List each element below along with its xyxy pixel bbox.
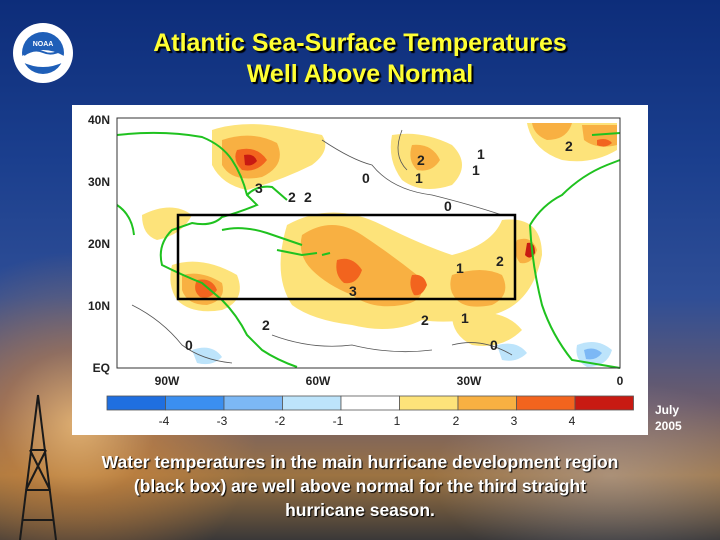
coastlines	[116, 131, 621, 369]
latitude-labels: 40N 30N 20N 10N EQ	[88, 113, 110, 375]
contour-label: 0	[362, 170, 370, 186]
date-year: 2005	[655, 419, 682, 433]
colorbar-swatch	[282, 395, 342, 411]
date-month: July	[655, 403, 680, 417]
colorbar-tick-label: -3	[217, 414, 228, 428]
contour-label: 2	[304, 189, 312, 205]
colorbar-swatch	[340, 395, 400, 411]
colorbar-swatch	[457, 395, 517, 411]
colorbar-swatch	[223, 395, 283, 411]
longitude-labels: 90W 60W 30W 0	[155, 374, 624, 388]
contour-label: 3	[349, 283, 357, 299]
colorbar-swatch	[574, 395, 634, 411]
contour-label: 1	[477, 146, 485, 162]
colorbar-tick-label: 3	[511, 414, 518, 428]
lat-label: 20N	[88, 237, 110, 251]
caption-line-2: (black box) are well above normal for th…	[133, 476, 587, 496]
contour-label: 3	[255, 180, 263, 196]
lon-label: 90W	[155, 374, 180, 388]
sst-anomaly-map: 2 1 0 3 2 2 2 1 0 1 2 3 2 1 0 2 1 0 40N …	[72, 105, 648, 435]
contour-label: 0	[444, 198, 452, 214]
contour-label: 0	[185, 337, 193, 353]
contour-label: 2	[565, 138, 573, 154]
colorbar: -4 -3 -2 -1 1 2 3 4	[106, 395, 634, 428]
colorbar-tick-label: -1	[333, 414, 344, 428]
lon-label: 0	[617, 374, 624, 388]
contour-label: 0	[490, 337, 498, 353]
map-frame	[116, 117, 621, 369]
contour-label: 2	[417, 152, 425, 168]
map-svg: 2 1 0 3 2 2 2 1 0 1 2 3 2 1 0 2 1 0 40N …	[88, 113, 634, 428]
anomaly-fill-blue	[192, 341, 612, 367]
colorbar-swatch	[106, 395, 166, 411]
colorbar-tick-label: 1	[394, 414, 401, 428]
lat-label: 10N	[88, 299, 110, 313]
colorbar-tick-label: -4	[159, 414, 170, 428]
title-line-1: Atlantic Sea-Surface Temperatures	[153, 29, 567, 57]
slide-caption: Water temperatures in the main hurricane…	[40, 450, 680, 522]
contour-labels: 2 1 0 3 2 2 2 1 0 1 2 3 2 1 0 2 1 0	[185, 138, 573, 353]
slide-title: Atlantic Sea-Surface Temperatures Well A…	[80, 28, 640, 90]
contour-label: 1	[415, 170, 423, 186]
svg-text:NOAA: NOAA	[33, 41, 54, 48]
contour-label: 1	[472, 162, 480, 178]
noaa-logo: NOAA	[13, 23, 73, 83]
contour-label: 2	[288, 189, 296, 205]
lat-label: EQ	[93, 361, 110, 375]
lon-label: 60W	[306, 374, 331, 388]
colorbar-tick-labels: -4 -3 -2 -1 1 2 3 4	[159, 414, 576, 428]
colorbar-tick-label: -2	[275, 414, 286, 428]
contour-label: 2	[421, 312, 429, 328]
lon-label: 30W	[457, 374, 482, 388]
caption-line-3: hurricane season.	[285, 500, 435, 520]
contour-label: 2	[496, 253, 504, 269]
lat-label: 40N	[88, 113, 110, 127]
contour-label: 2	[262, 317, 270, 333]
colorbar-tick-label: 4	[569, 414, 576, 428]
colorbar-swatch	[165, 395, 225, 411]
map-date: July 2005	[655, 402, 715, 434]
contour-label: 1	[461, 310, 469, 326]
radio-tower-icon	[19, 394, 57, 540]
anomaly-fill-red	[195, 139, 612, 298]
colorbar-swatch	[516, 395, 576, 411]
colorbar-swatch	[399, 395, 459, 411]
caption-line-1: Water temperatures in the main hurricane…	[101, 452, 619, 472]
lat-label: 30N	[88, 175, 110, 189]
title-line-2: Well Above Normal	[246, 60, 474, 88]
contour-lines	[131, 129, 513, 364]
contour-label: 1	[456, 260, 464, 276]
development-region-box	[176, 213, 517, 301]
colorbar-tick-label: 2	[453, 414, 460, 428]
